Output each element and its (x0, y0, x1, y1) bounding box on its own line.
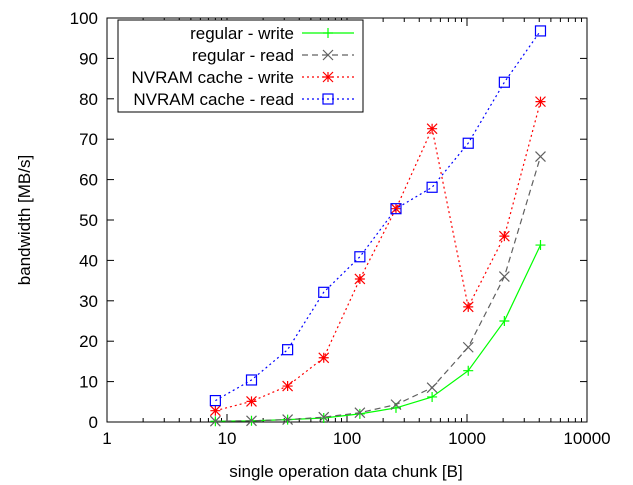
y-tick-label: 40 (79, 251, 98, 270)
y-tick-label: 90 (79, 49, 98, 68)
legend-marker-1 (322, 49, 334, 61)
data-point-0 (354, 408, 365, 419)
y-tick-label: 80 (79, 90, 98, 109)
data-point-3 (426, 181, 438, 193)
data-point-3 (245, 374, 258, 386)
data-point-1 (246, 415, 257, 427)
x-tick-label: 1000 (448, 429, 486, 448)
data-point-3 (534, 25, 547, 37)
data-point-1 (462, 341, 474, 353)
y-tick-label: 50 (79, 211, 98, 230)
data-point-1 (535, 151, 546, 162)
data-point-3 (318, 286, 330, 298)
legend-marker-0 (323, 28, 333, 38)
legend-box (117, 19, 364, 113)
legend-label-3: NVRAM cache - read (133, 90, 294, 109)
data-point-1 (390, 399, 402, 411)
data-point-1 (354, 407, 366, 419)
y-tick-label: 100 (70, 9, 98, 28)
y-tick-label: 20 (79, 332, 98, 351)
data-point-2 (498, 230, 510, 242)
data-point-2 (209, 405, 221, 417)
legend-label-2: NVRAM cache - write (132, 68, 294, 87)
legend-label-0: regular - write (190, 24, 294, 43)
data-point-2 (462, 301, 474, 313)
data-point-3 (390, 203, 402, 215)
y-tick-label: 0 (89, 413, 98, 432)
data-point-1 (498, 271, 510, 282)
y-tick-label: 10 (79, 373, 98, 392)
data-point-1 (318, 411, 330, 423)
legend-marker-3 (322, 93, 334, 105)
y-tick-label: 60 (79, 171, 98, 190)
data-point-1 (209, 415, 221, 427)
data-point-2 (426, 123, 438, 135)
y-tick-label: 70 (79, 130, 98, 149)
series-line-0 (215, 244, 542, 422)
y-tick-label: 30 (79, 292, 98, 311)
y-axis-label: bandwidth [MB/s] (15, 155, 34, 285)
data-point-2 (246, 395, 257, 407)
x-tick-label: 10 (218, 429, 237, 448)
data-point-3 (282, 344, 294, 356)
data-point-0 (427, 391, 438, 402)
data-point-2 (535, 96, 546, 108)
data-point-0 (463, 365, 474, 376)
data-point-3 (498, 76, 510, 88)
x-tick-label: 10000 (563, 429, 610, 448)
x-tick-label: 1 (102, 429, 111, 448)
x-tick-label: 100 (333, 429, 361, 448)
data-point-3 (209, 394, 221, 407)
data-point-2 (318, 352, 330, 364)
data-point-2 (282, 380, 294, 392)
x-axis-label: single operation data chunk [B] (229, 462, 462, 481)
data-point-3 (354, 251, 366, 263)
series-line-2 (215, 101, 542, 412)
data-point-3 (462, 137, 474, 149)
series-line-1 (215, 156, 542, 422)
data-point-0 (535, 240, 546, 251)
series-line-3 (215, 30, 541, 402)
legend-label-1: regular - read (192, 46, 294, 65)
data-point-2 (354, 273, 366, 285)
data-point-1 (282, 414, 294, 426)
data-point-2 (390, 203, 402, 215)
legend-marker-2 (322, 71, 334, 83)
data-point-0 (499, 316, 510, 326)
data-point-1 (426, 382, 438, 394)
